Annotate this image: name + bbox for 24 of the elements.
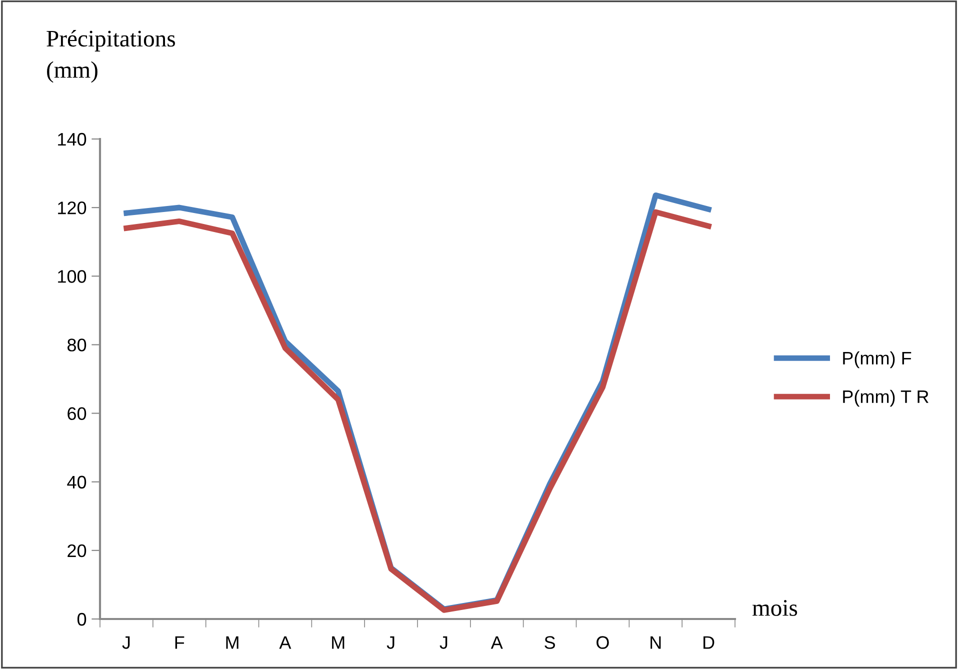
- x-tick-label: D: [704, 636, 714, 649]
- x-tick-label: J: [122, 636, 130, 649]
- y-tick-label: 60: [68, 407, 86, 420]
- x-tick-label: A: [279, 636, 292, 649]
- y-axis-title: Précipitations (mm): [46, 30, 175, 83]
- x-tick-label: J: [386, 636, 394, 649]
- y-tick-label: 100: [58, 270, 86, 283]
- x-tick-label: F: [175, 636, 184, 649]
- x-tick-label: O: [596, 636, 609, 649]
- y-tick-label: 0: [77, 612, 86, 626]
- x-tick-label: S: [544, 636, 555, 649]
- y-tick-label: 20: [68, 544, 86, 558]
- x-tick-label: N: [650, 636, 661, 649]
- x-tick-label: M: [226, 636, 238, 649]
- legend-label: P(mm) T R: [843, 390, 928, 407]
- x-tick-label: A: [490, 636, 503, 649]
- legend-label: P(mm) F: [843, 351, 912, 368]
- y-tick-label: 80: [68, 338, 86, 352]
- y-tick-label: 140: [58, 132, 86, 146]
- y-tick-label: 120: [58, 202, 86, 214]
- x-tick-label: M: [332, 636, 344, 649]
- x-axis-title: mois: [752, 600, 798, 616]
- x-tick-label: J: [440, 636, 448, 649]
- y-tick-label: 40: [67, 476, 86, 489]
